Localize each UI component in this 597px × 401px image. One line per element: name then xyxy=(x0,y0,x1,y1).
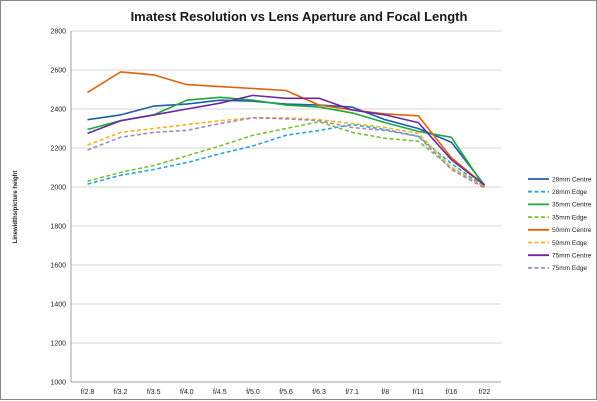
x-tick-label: f/8 xyxy=(381,389,389,396)
legend-label: 50mm Centre xyxy=(552,227,592,234)
gridlines xyxy=(71,30,501,383)
legend-label: 75mm Centre xyxy=(552,253,592,260)
x-tick-label: f/11 xyxy=(413,389,424,396)
y-tick-labels: 1000 1200 1400 1600 1800 2000 2200 2400 2600 2800 xyxy=(50,29,66,387)
chart-title: Imatest Resolution vs Lens Aperture and … xyxy=(131,9,468,24)
series-line-0 xyxy=(87,99,486,186)
y-tick-label: 2400 xyxy=(50,107,66,114)
series-line-6 xyxy=(87,94,485,186)
legend-label: 35mm Edge xyxy=(552,214,587,221)
y-tick-label: 1600 xyxy=(50,263,66,270)
legend-label: 28mm Centre xyxy=(552,176,592,183)
y-tick-label: 1800 xyxy=(50,224,66,231)
y-tick-label: 1400 xyxy=(50,302,66,309)
x-tick-label: f/22 xyxy=(479,389,491,396)
legend-label: 75mm Edge xyxy=(552,265,587,272)
y-tick-label: 2000 xyxy=(50,185,66,192)
series-line-4 xyxy=(87,71,486,186)
series-line-3 xyxy=(87,120,485,188)
x-tick-label: f/4.0 xyxy=(180,389,194,396)
series-line-5 xyxy=(87,117,485,188)
series-line-1 xyxy=(87,123,485,188)
x-tick-labels: f/2.8 f/3.2 f/3.5 f/4.0 f/4.5 f/5.0 f/5.6 f/6.3… xyxy=(81,389,491,396)
series-line-7 xyxy=(87,117,485,189)
x-tick-label: f/5.6 xyxy=(279,389,293,396)
legend-label: 28mm Edge xyxy=(552,189,587,196)
legend-label: 50mm Edge xyxy=(552,240,587,247)
x-tick-label: f/4.5 xyxy=(213,389,227,396)
legend-label: 35mm Centre xyxy=(552,202,592,209)
x-tick-label: f/7.1 xyxy=(345,389,359,396)
y-tick-label: 2600 xyxy=(50,68,66,75)
x-tick-label: f/16 xyxy=(446,389,458,396)
x-tick-label: f/2.8 xyxy=(81,389,95,396)
y-tick-label: 1000 xyxy=(50,380,66,387)
x-tick-label: f/3.5 xyxy=(147,389,161,396)
y-tick-label: 2800 xyxy=(50,29,66,36)
legend: 28mm Centre 28mm Edge 35mm Centre 35mm Edge… xyxy=(528,176,592,272)
x-tick-label: f/6.3 xyxy=(312,389,326,396)
x-tick-label: f/3.2 xyxy=(114,389,128,396)
axes xyxy=(70,31,501,383)
y-tick-label: 2200 xyxy=(50,146,66,153)
x-tick-label: f/5.0 xyxy=(246,389,260,396)
series-lines xyxy=(87,71,486,189)
y-axis-label: Linewidths/picture height xyxy=(13,171,19,244)
y-tick-label: 1200 xyxy=(50,341,66,348)
